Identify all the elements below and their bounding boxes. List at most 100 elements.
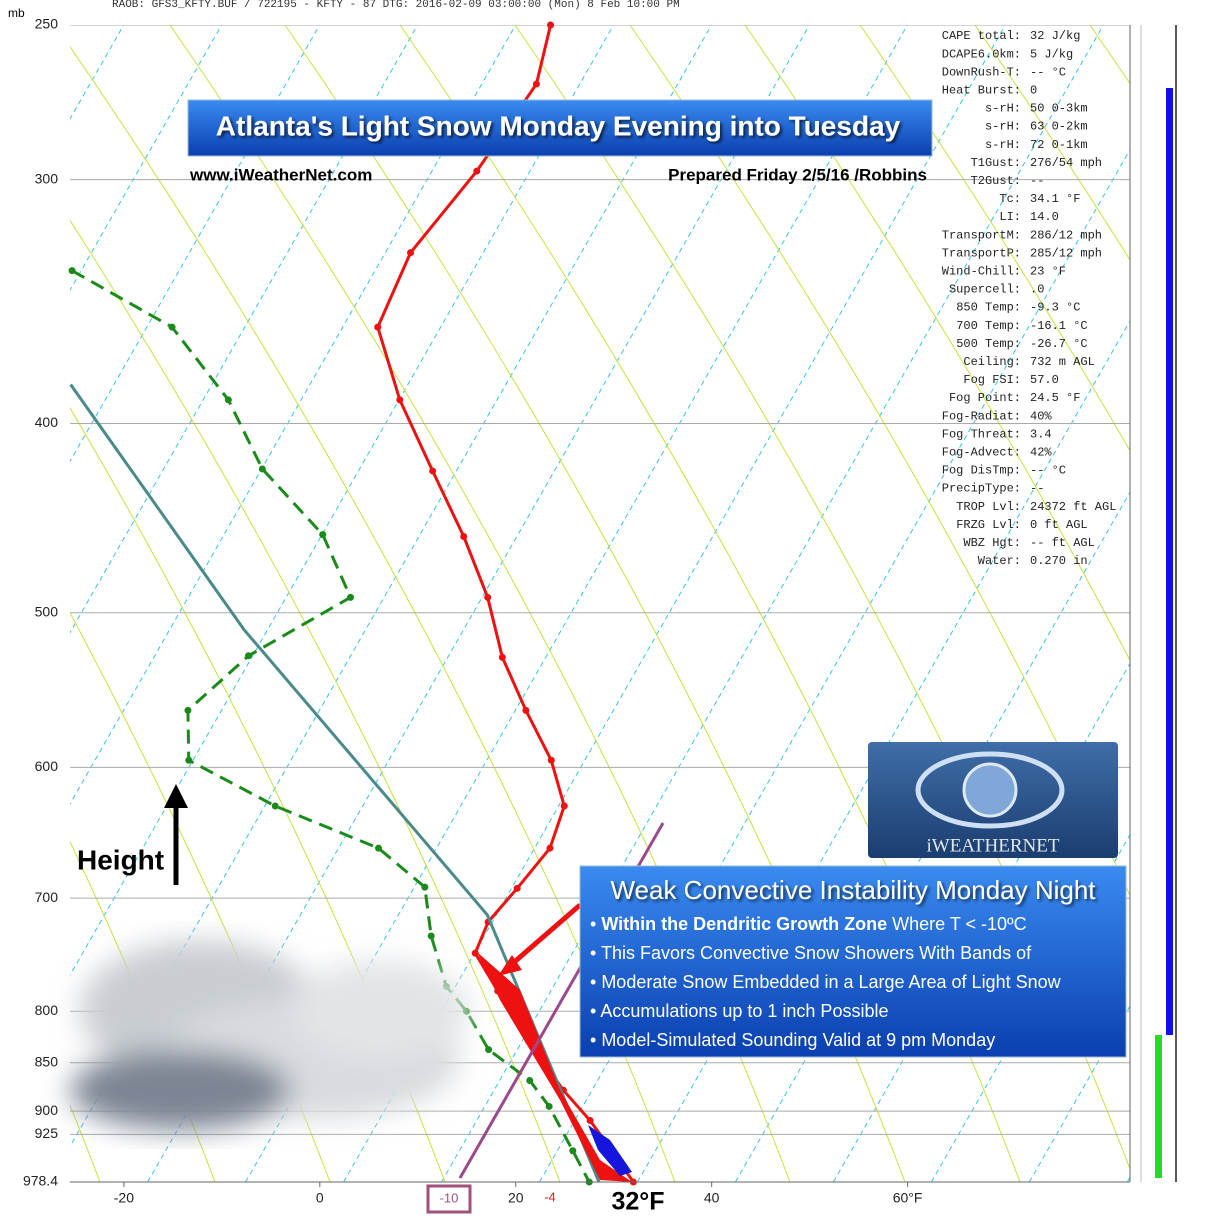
y-tick-label: 978.4 <box>23 1173 58 1189</box>
stat-label: Fog FSI: <box>963 373 1021 387</box>
bullet-text: This Favors Convective Snow Showers With… <box>601 943 1032 963</box>
stat-value: 14.0 <box>1030 210 1059 224</box>
stat-label: Water: <box>978 554 1021 568</box>
height-label: Height <box>77 844 164 875</box>
bullet-text: Moderate Snow Embedded in a Large Area o… <box>601 972 1061 992</box>
stat-label: WBZ Hgt: <box>963 536 1021 550</box>
adiabat <box>859 25 1130 452</box>
profile-point <box>168 323 176 331</box>
info-box <box>579 865 1127 1058</box>
stat-label: Ceiling: <box>963 355 1021 369</box>
stat-label: Supercell: <box>949 283 1021 297</box>
x-tick-label: -20 <box>114 1190 134 1206</box>
profile-point <box>396 396 404 404</box>
info-title: Weak Convective Instability Monday Night <box>610 875 1096 905</box>
stat-value: 24.5 °F <box>1030 391 1080 405</box>
profile-point <box>546 844 554 852</box>
stat-label: CAPE total: <box>942 29 1021 43</box>
isotherm <box>1126 1176 1130 1182</box>
profile-point <box>484 593 492 601</box>
stat-value: -- ft AGL <box>1030 536 1095 550</box>
profile-point <box>374 323 382 331</box>
profile-point <box>586 1117 594 1125</box>
isotherm <box>343 25 1006 1182</box>
profile-point <box>473 167 481 175</box>
stat-label: Heat Burst: <box>942 83 1021 97</box>
isotherm <box>147 25 810 1182</box>
stat-value: 285/12 mph <box>1030 246 1102 260</box>
bullet: • Model-Simulated Sounding Valid at 9 pm… <box>590 1030 995 1050</box>
y-tick-label: 900 <box>35 1102 59 1118</box>
stat-value: 24372 ft AGL <box>1030 500 1116 514</box>
logo-text: iWEATHERNET <box>927 835 1060 856</box>
chart-title: Atlanta's Light Snow Monday Evening into… <box>216 110 901 141</box>
stat-label: TransportM: <box>942 228 1021 242</box>
stat-value: 63 0-2km <box>1030 120 1088 134</box>
profile-point <box>532 80 540 88</box>
isotherm <box>70 25 516 805</box>
stat-label: TransportP: <box>942 246 1021 260</box>
stat-value: 40% <box>1030 409 1052 423</box>
profile-point <box>513 884 521 892</box>
stat-label: Wind-Chill: <box>942 264 1021 278</box>
y-tick-label: 700 <box>35 889 59 905</box>
surface-label: 32°F <box>611 1188 664 1216</box>
x-tick-label: 40 <box>704 1190 720 1206</box>
stat-value: 0 ft AGL <box>1030 518 1088 532</box>
y-tick-label: 300 <box>35 170 59 186</box>
title-box <box>187 99 933 157</box>
prepared: Prepared Friday 2/5/16 /Robbins <box>668 165 927 184</box>
stat-value: 732 m AGL <box>1030 355 1095 369</box>
stat-label: Fog-Advect: <box>942 445 1021 459</box>
profile-point <box>407 249 415 257</box>
bullet-text: Accumulations up to 1 inch Possible <box>600 1001 888 1021</box>
bullet: • Within the Dendritic Growth Zone Where… <box>590 914 1027 934</box>
profile-point <box>569 1147 577 1155</box>
profile-point <box>245 652 253 660</box>
stat-label: s-rH: <box>985 120 1021 134</box>
height-arrow-head <box>164 784 188 808</box>
stat-value: -- °C <box>1030 65 1066 79</box>
logo-iris <box>962 762 1018 818</box>
stat-value: 34.1 °F <box>1030 192 1080 206</box>
stat-label: TROP Lvl: <box>956 500 1021 514</box>
cloud <box>70 940 470 1130</box>
stat-value: -26.7 °C <box>1030 337 1088 351</box>
bullets: • Within the Dendritic Growth Zone Where… <box>590 914 1062 1050</box>
stat-value: -- °C <box>1030 464 1066 478</box>
pointer-arrow <box>503 903 582 972</box>
stat-value: 57.0 <box>1030 373 1059 387</box>
bullet: • Accumulations up to 1 inch Possible <box>590 1001 888 1021</box>
profile-point <box>421 883 429 891</box>
isotherm <box>70 25 614 977</box>
stat-label: DownRush-T: <box>942 65 1021 79</box>
x-tick-label: 0 <box>316 1190 324 1206</box>
stat-label: 700 Temp: <box>956 319 1021 333</box>
dgz-label-box <box>426 1184 472 1214</box>
profile-line <box>71 269 591 1183</box>
stat-label: Tc: <box>999 192 1021 206</box>
x-tick-label: 20 <box>508 1190 524 1206</box>
profile-point <box>526 1076 534 1084</box>
stat-value: 286/12 mph <box>1030 228 1102 242</box>
instability-area-low <box>588 1125 632 1176</box>
adiabat <box>70 219 561 1182</box>
y-tick-label: 250 <box>35 16 59 32</box>
stat-value: 23 °F <box>1030 264 1066 278</box>
site: www.iWeatherNet.com <box>189 165 372 184</box>
isotherm <box>70 25 223 292</box>
stat-label: s-rH: <box>985 102 1021 116</box>
y-tick-label: 850 <box>35 1053 59 1069</box>
adiabat <box>974 25 1130 261</box>
stat-value: -9.3 °C <box>1030 301 1080 315</box>
stat-value: 32 J/kg <box>1030 29 1080 43</box>
profile-point <box>547 21 555 29</box>
profile-point <box>545 1102 553 1110</box>
isotherm <box>70 25 321 463</box>
stat-label: 500 Temp: <box>956 337 1021 351</box>
stat-value: -- <box>1030 174 1044 188</box>
stat-value: -- <box>1030 482 1044 496</box>
y-axis-label: mb <box>8 6 25 20</box>
isotherm <box>735 491 1130 1182</box>
